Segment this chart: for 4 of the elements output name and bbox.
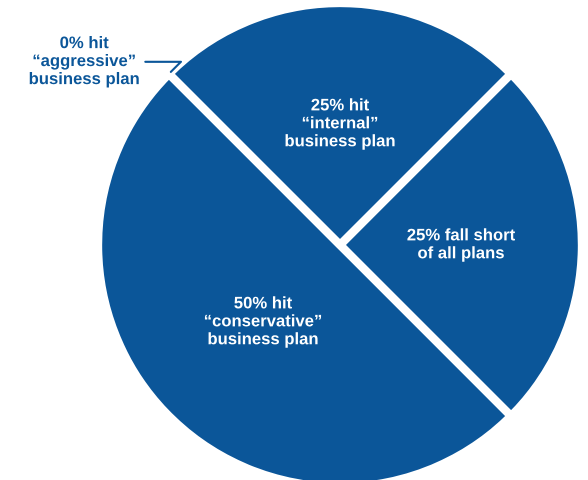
slice-label: 25% hit “internal” business plan	[286, 98, 395, 150]
slice-label: 50% hit “conservative” business plan	[204, 296, 322, 348]
slice-label: 25% fall short of all plans	[407, 228, 515, 262]
legend-label: 0% hit “aggressive” business plan	[30, 36, 139, 88]
